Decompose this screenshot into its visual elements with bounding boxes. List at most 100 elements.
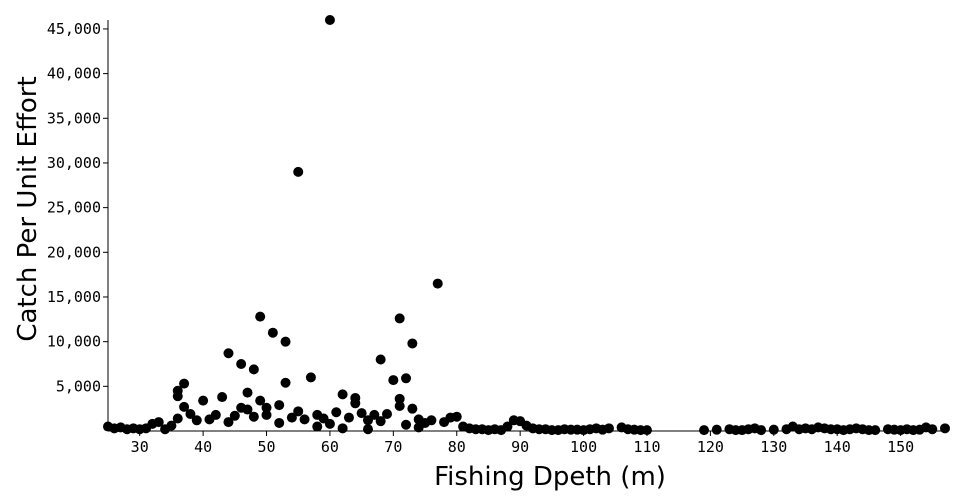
data-point [356,408,367,419]
data-point [439,417,450,428]
x-tick-label: 110 [633,438,660,456]
x-tick-label: 70 [384,438,402,456]
data-point [496,425,507,436]
data-point [185,409,196,420]
data-point [477,424,488,435]
data-point [737,425,748,436]
data-point [229,410,240,421]
data-point [141,423,152,434]
data-point [236,358,247,369]
data-point [641,425,652,436]
x-tick-label: 80 [448,438,466,456]
x-tick-label: 50 [257,438,275,456]
data-point [343,412,354,423]
data-point [248,364,259,375]
data-point [394,400,405,411]
data-point [401,419,412,430]
data-point [255,311,266,322]
data-point [413,422,424,433]
data-point [711,424,722,435]
data-point [870,425,881,436]
x-tick-label: 150 [887,438,914,456]
data-point [375,354,386,365]
data-point [940,423,950,434]
data-point [299,414,310,425]
data-point [914,424,925,435]
data-point [255,395,266,406]
data-point [401,373,412,384]
data-point [305,372,316,383]
data-point [432,278,443,289]
data-point [451,411,462,422]
data-point [280,377,291,388]
data-point [350,398,361,409]
data-point [280,336,291,347]
data-point [293,166,304,177]
x-tick-label: 30 [131,438,149,456]
data-point [293,406,304,417]
data-point [223,417,234,428]
y-tick-label: 35,000 [47,109,101,127]
data-point [388,375,399,386]
data-point [337,423,348,434]
data-point [337,389,348,400]
data-point [191,415,202,426]
y-tick-label: 45,000 [47,20,101,38]
x-tick-label: 120 [697,438,724,456]
data-point [312,421,323,432]
x-axis-title: Fishing Dpeth (m) [434,462,666,492]
data-point [362,424,373,435]
data-point [242,387,253,398]
y-tick-label: 30,000 [47,154,101,172]
data-point [331,407,342,418]
x-tick-label: 90 [511,438,529,456]
data-point [236,402,247,413]
y-axis-title: Catch Per Unit Effort [13,76,43,341]
x-tick-label: 40 [194,438,212,456]
data-point [540,424,551,435]
data-point [832,424,843,435]
data-point [261,409,272,420]
y-tick-label: 5,000 [56,377,101,395]
data-point [204,414,215,425]
y-tick-label: 40,000 [47,65,101,83]
data-point [172,413,183,424]
data-point [382,409,392,420]
data-point [160,424,171,435]
x-tick-label: 140 [824,438,851,456]
x-axis-ticks: 30 40 50 60 70 80 90 100 110 120 130 140 150 [131,431,914,456]
data-point [768,424,779,435]
x-tick-label: 60 [321,438,339,456]
y-tick-label: 10,000 [47,333,101,351]
data-point [756,425,767,436]
data-point [274,417,285,428]
data-point [603,423,614,434]
y-tick-label: 20,000 [47,243,101,261]
data-point [274,400,285,411]
data-point [394,393,405,404]
y-tick-label: 25,000 [47,199,101,217]
data-point [223,348,234,359]
data-point [565,424,576,435]
data-point [179,401,190,412]
data-point [286,412,297,423]
data-point [407,338,418,349]
data-point [369,409,380,420]
data-point [699,425,710,436]
y-axis-ticks: 5,000 10,000 15,000 20,000 25,000 30,000 35,00… [47,20,108,395]
data-point [217,392,228,403]
data-point [324,15,335,25]
data-points [103,15,950,436]
data-point [198,395,209,406]
data-point [407,403,418,414]
data-point [179,378,190,389]
x-tick-label: 100 [570,438,597,456]
data-point [781,424,792,435]
data-point [261,402,272,413]
data-point [267,327,278,338]
data-point [324,418,335,429]
data-point [927,424,938,435]
y-tick-label: 15,000 [47,288,101,306]
data-point [375,416,386,427]
